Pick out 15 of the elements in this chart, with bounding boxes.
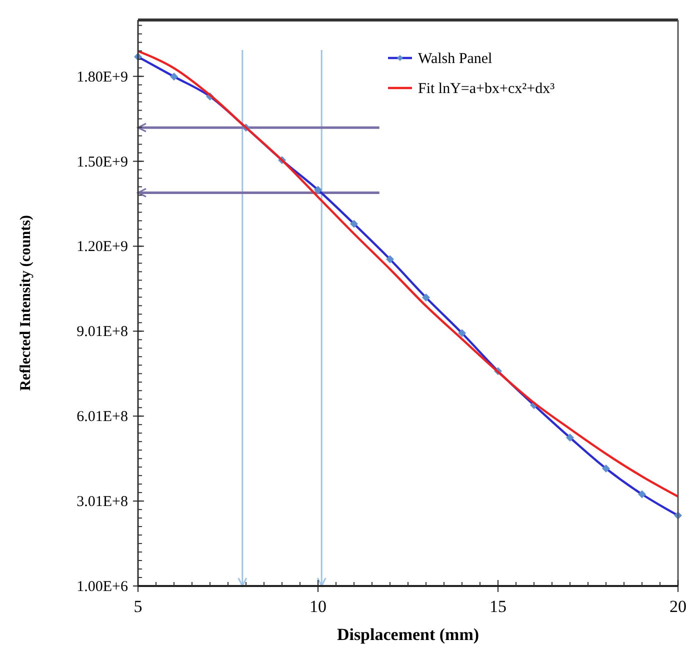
y-tick-label: 1.50E+9 [76,154,128,170]
y-axis-title: Reflected Intensity (counts) [18,215,34,391]
y-tick-label: 1.80E+9 [76,69,128,86]
legend-label: Fit lnY=a+bx+cx²+dx³ [418,81,556,97]
x-tick-label: 15 [490,597,506,616]
x-tick-label: 10 [310,597,326,616]
y-tick-label: 3.01E+8 [76,494,128,510]
x-axis-title: Displacement (mm) [336,625,480,644]
x-tick-label: 20 [670,597,686,616]
y-tick-label: 6.01E+8 [76,409,128,426]
y-tick-label: 9.01E+8 [76,324,128,340]
y-tick-label: 1.20E+9 [76,239,128,256]
y-tick-label: 1.00E+6 [76,579,128,595]
x-tick-label: 5 [134,597,142,616]
legend-label: Walsh Panel [418,51,492,67]
